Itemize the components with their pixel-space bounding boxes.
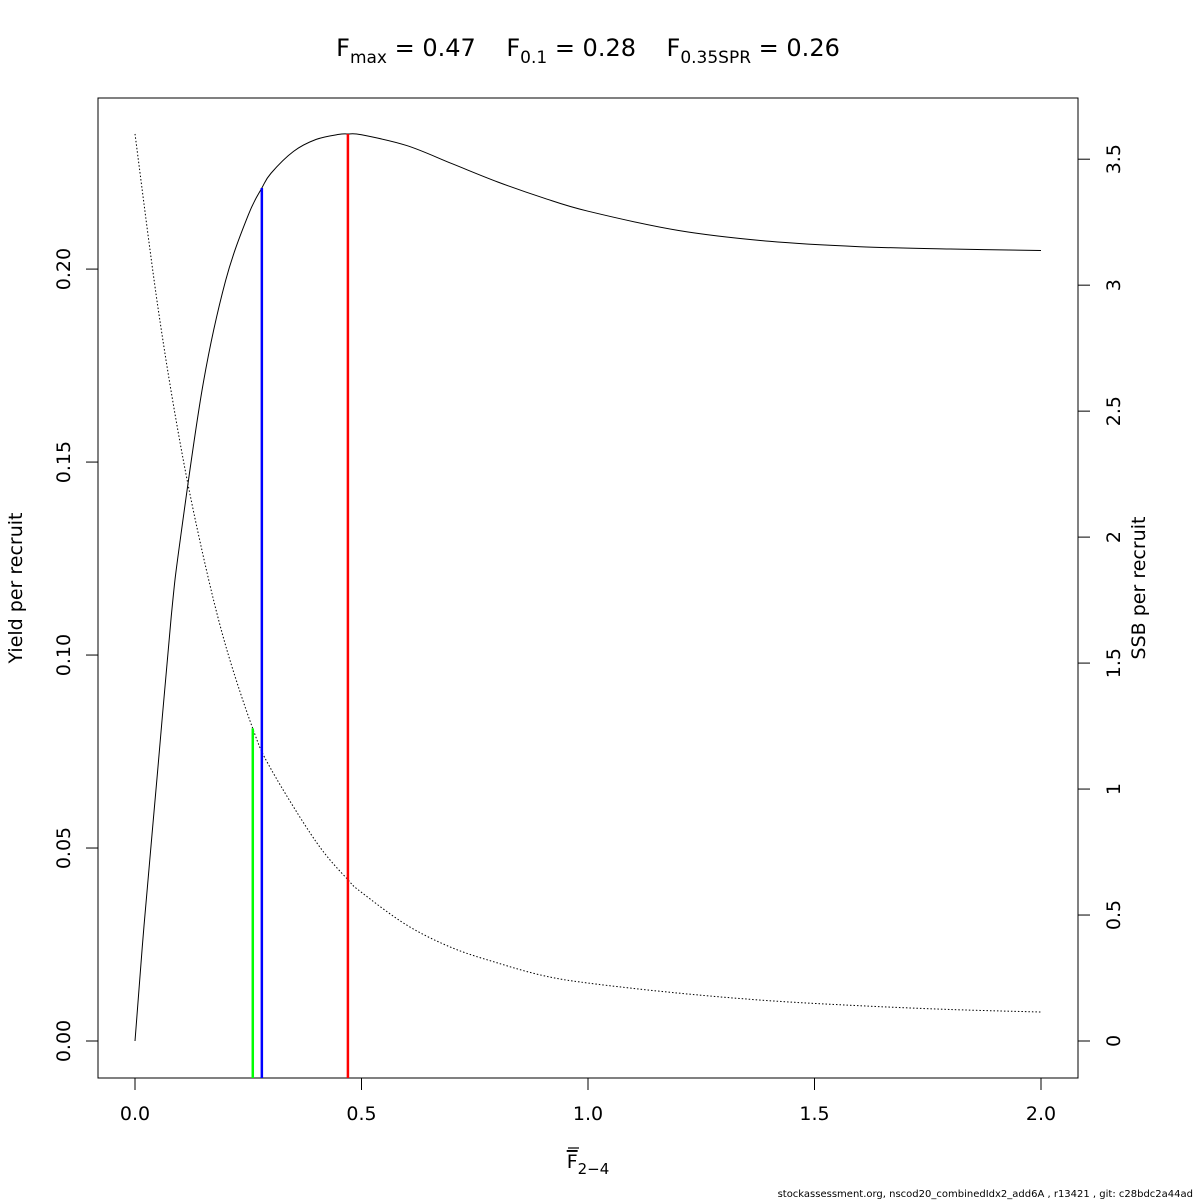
title-subscript: 0.1 bbox=[520, 48, 547, 68]
yield-per-recruit-line bbox=[134, 133, 1042, 1042]
y-right-tick-label: 1 bbox=[1103, 783, 1125, 795]
title-symbol: F bbox=[636, 34, 680, 62]
y-right-tick-label: 2.5 bbox=[1103, 396, 1125, 426]
title-subscript: max bbox=[350, 48, 387, 68]
y-left-tick-label: 0.20 bbox=[53, 248, 75, 290]
series-group bbox=[134, 133, 1042, 1042]
y-left-tick-label: 0.15 bbox=[53, 441, 75, 483]
title-value: = 0.47 bbox=[387, 34, 476, 62]
x-label-symbol: F bbox=[567, 1151, 578, 1173]
x-tick-label: 0.5 bbox=[346, 1103, 376, 1125]
plot-frame bbox=[97, 97, 1079, 1079]
x-axis: 0.0 0.5 1.0 1.5 2.0 bbox=[120, 1077, 1056, 1125]
title-text: Fmax = 0.47 F0.1 = 0.28 F0.35SPR = 0.26 bbox=[336, 34, 840, 68]
x-tick-label: 0.0 bbox=[120, 1103, 150, 1125]
y-right-axis-label: SSB per recruit bbox=[1128, 517, 1150, 660]
x-label-subscript: 2−4 bbox=[578, 1160, 610, 1178]
y-right-axis: 0 0.5 1 1.5 2 2.5 3 3.5 bbox=[1077, 144, 1125, 1047]
footer-text: stockassessment.org, nscod20_combinedIdx… bbox=[778, 1189, 1193, 1200]
chart-title: Fmax = 0.47 F0.1 = 0.28 F0.35SPR = 0.26 bbox=[336, 34, 840, 68]
x-tick-label: 2.0 bbox=[1026, 1103, 1056, 1125]
reference-lines bbox=[251, 134, 350, 1078]
x-label-text: F2−4 bbox=[567, 1151, 610, 1178]
title-symbol: F bbox=[476, 34, 520, 62]
title-subscript: 0.35SPR bbox=[680, 48, 751, 68]
y-left-axis: 0.00 0.05 0.10 0.15 0.20 bbox=[53, 248, 99, 1062]
y-left-tick-label: 0.00 bbox=[53, 1020, 75, 1062]
x-tick-label: 1.5 bbox=[799, 1103, 829, 1125]
y-left-axis-label: Yield per recruit bbox=[5, 513, 27, 665]
y-right-tick-label: 3 bbox=[1103, 279, 1125, 291]
y-right-tick-label: 1.5 bbox=[1103, 648, 1125, 678]
y-right-tick-label: 2 bbox=[1103, 531, 1125, 543]
ssb-per-recruit-line bbox=[134, 133, 1042, 1013]
y-right-tick-label: 0 bbox=[1103, 1035, 1125, 1047]
y-left-tick-label: 0.10 bbox=[53, 634, 75, 676]
title-value: = 0.28 bbox=[547, 34, 636, 62]
title-symbol: F bbox=[336, 34, 350, 62]
x-axis-label: F2−4 bbox=[567, 1147, 610, 1178]
y-right-tick-label: 0.5 bbox=[1103, 900, 1125, 930]
y-right-tick-label: 3.5 bbox=[1103, 144, 1125, 174]
title-value: = 0.26 bbox=[751, 34, 840, 62]
y-left-tick-label: 0.05 bbox=[53, 827, 75, 869]
x-tick-label: 1.0 bbox=[573, 1103, 603, 1125]
